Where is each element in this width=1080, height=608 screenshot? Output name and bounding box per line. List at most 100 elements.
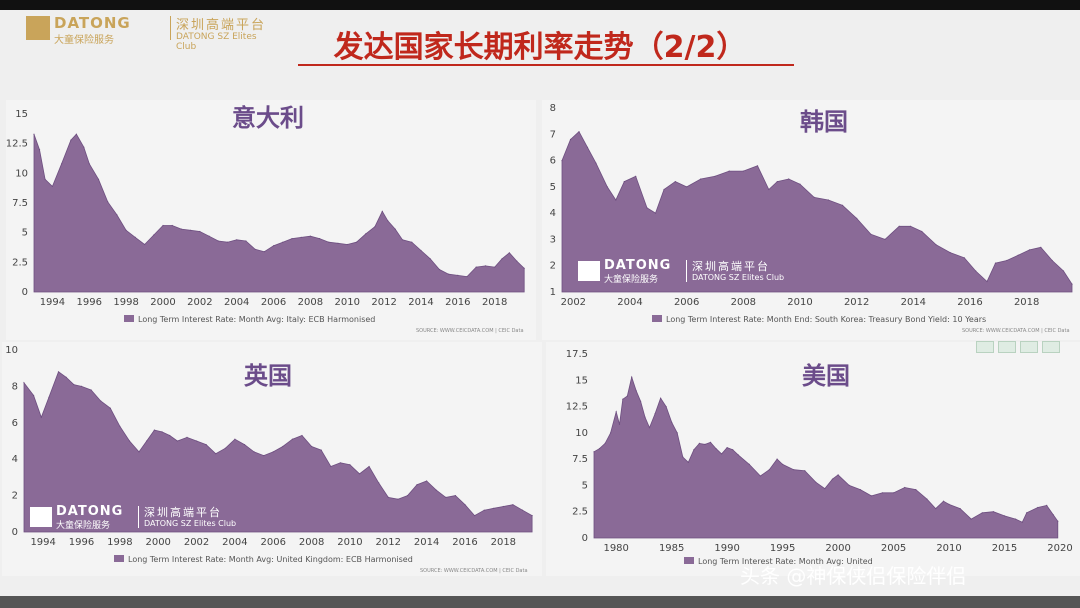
toolbar-bar-icon[interactable] bbox=[976, 341, 994, 353]
data-point bbox=[311, 445, 313, 448]
x-tick-label: 2020 bbox=[1047, 543, 1072, 554]
data-point bbox=[615, 411, 617, 413]
data-point bbox=[70, 139, 72, 141]
data-point bbox=[61, 163, 63, 165]
x-tick-label: 1998 bbox=[113, 297, 138, 308]
source-note: SOURCE: WWW.CEICDATA.COM | CEIC Data bbox=[416, 328, 524, 334]
data-point bbox=[100, 400, 102, 402]
data-point bbox=[349, 464, 351, 466]
data-point bbox=[721, 453, 723, 455]
x-tick-label: 1985 bbox=[659, 543, 684, 554]
data-point bbox=[949, 252, 951, 254]
watermark-en2: DATONG SZ Elites Club bbox=[692, 273, 785, 282]
legend-swatch bbox=[114, 555, 124, 562]
toolbar-line-icon[interactable] bbox=[998, 341, 1016, 353]
data-point bbox=[435, 489, 437, 491]
data-point bbox=[420, 249, 422, 252]
data-point bbox=[994, 262, 997, 264]
data-point bbox=[561, 160, 563, 162]
data-point bbox=[1003, 515, 1006, 517]
data-point bbox=[663, 188, 665, 191]
data-point bbox=[196, 440, 198, 442]
data-point bbox=[1015, 518, 1017, 520]
data-point bbox=[788, 178, 790, 180]
data-point bbox=[107, 201, 109, 203]
data-point bbox=[512, 504, 514, 506]
data-point bbox=[622, 398, 624, 400]
x-tick-label: 2006 bbox=[674, 297, 699, 308]
x-tick-label: 1994 bbox=[40, 297, 65, 308]
data-point bbox=[726, 447, 728, 449]
data-point bbox=[224, 447, 226, 449]
data-point bbox=[648, 427, 651, 429]
data-point bbox=[365, 233, 367, 235]
watermark-cn: 大童保险服务 bbox=[56, 521, 111, 531]
logo-en: DATONG bbox=[54, 14, 131, 32]
x-tick-label: 2004 bbox=[222, 537, 247, 548]
x-tick-label: 2004 bbox=[617, 297, 642, 308]
title-underline bbox=[298, 64, 794, 66]
data-point bbox=[161, 431, 163, 433]
x-tick-label: 2002 bbox=[187, 297, 212, 308]
data-point bbox=[337, 242, 339, 244]
x-tick-label: 1994 bbox=[30, 537, 55, 548]
y-tick-label: 10 bbox=[575, 428, 588, 439]
data-point bbox=[595, 162, 597, 164]
data-point bbox=[44, 178, 46, 180]
data-point bbox=[215, 453, 217, 455]
toolbar-export-icon[interactable] bbox=[1042, 341, 1060, 353]
data-point bbox=[484, 265, 487, 267]
chart-title: 英国 bbox=[244, 362, 292, 390]
series-area-usa bbox=[593, 375, 1059, 539]
data-point bbox=[598, 448, 601, 450]
data-point bbox=[176, 440, 178, 442]
data-point bbox=[610, 432, 612, 434]
x-tick-label: 2000 bbox=[145, 537, 170, 548]
data-point bbox=[153, 429, 155, 431]
x-tick-label: 2018 bbox=[491, 537, 516, 548]
data-point bbox=[831, 478, 834, 480]
data-point bbox=[631, 376, 633, 378]
data-point bbox=[948, 503, 950, 505]
toolbar-table-icon[interactable] bbox=[1020, 341, 1038, 353]
data-point bbox=[205, 444, 207, 446]
data-point bbox=[942, 500, 945, 502]
data-point bbox=[263, 455, 265, 457]
x-tick-label: 2014 bbox=[408, 297, 433, 308]
datong-logo: DATONG 大童保险服务 深圳高端平台 DATONG SZ Elites Cl… bbox=[26, 14, 266, 52]
data-point bbox=[429, 258, 431, 260]
logo-en2: DATONG SZ Elites Club bbox=[176, 32, 257, 52]
data-point bbox=[1046, 504, 1048, 506]
legend-swatch bbox=[652, 315, 662, 322]
y-tick-label: 2 bbox=[550, 261, 556, 272]
data-point bbox=[654, 413, 656, 415]
data-point bbox=[109, 407, 111, 409]
logo-cn: 大童保险服务 bbox=[54, 35, 114, 46]
page-title: 发达国家长期利率走势（2/2） bbox=[333, 30, 747, 65]
data-point bbox=[640, 400, 642, 402]
y-tick-label: 4 bbox=[12, 454, 18, 465]
chart-usa: 0 2.5 5 7.5 10 12.5 15 17.5 1980 1985 1990 1995 2000… bbox=[566, 349, 1073, 566]
source-note: SOURCE: WWW.CEICDATA.COM | CEIC Data bbox=[962, 328, 1070, 334]
data-point bbox=[970, 518, 972, 520]
watermark-cn2: 深圳高端平台 bbox=[692, 260, 770, 273]
data-point bbox=[676, 432, 678, 434]
data-point bbox=[1028, 249, 1031, 251]
data-point bbox=[516, 260, 518, 262]
data-point bbox=[531, 515, 533, 517]
data-point bbox=[992, 511, 994, 513]
data-point bbox=[963, 257, 965, 259]
watermark-uk: DATONG 大童保险服务 深圳高端平台 DATONG SZ Elites Cl… bbox=[30, 504, 250, 531]
chart-uk: 0 2 4 6 8 10 1994 1996 1998 2000 2002 2004 2006 2008 2… bbox=[5, 345, 533, 574]
chart-title: 韩国 bbox=[800, 108, 848, 136]
data-point bbox=[394, 228, 396, 230]
data-point bbox=[75, 133, 77, 135]
x-tick-label: 2016 bbox=[452, 537, 477, 548]
x-tick-label: 2010 bbox=[787, 297, 812, 308]
data-point bbox=[125, 229, 127, 231]
data-point bbox=[748, 463, 750, 465]
x-tick-label: 2006 bbox=[261, 537, 286, 548]
data-point bbox=[282, 445, 284, 448]
chart-toolbar[interactable] bbox=[976, 338, 1080, 353]
x-tick-label: 1996 bbox=[69, 537, 94, 548]
